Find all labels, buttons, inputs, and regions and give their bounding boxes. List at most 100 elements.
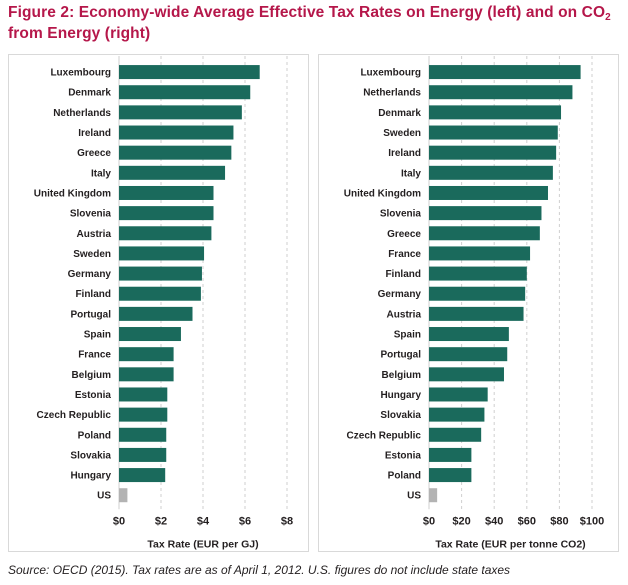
category-label: Spain [394,330,421,341]
bar-poland [119,427,167,442]
co2-tax-chart: Luxembourg Netherlands Denmark Sweden Irelan… [344,56,604,550]
bar-france [119,347,174,362]
bar-estonia [429,447,472,462]
category-label: United Kingdom [344,188,421,199]
bar-poland [429,468,472,483]
bar-finland [429,266,527,281]
bar-italy [429,165,553,180]
bar-france [429,246,531,261]
bar-luxembourg [429,65,581,80]
category-label: France [388,249,421,260]
category-label: Belgium [382,370,422,381]
energy-tax-chart-panel: Luxembourg Denmark Netherlands Ireland Greec… [8,54,309,552]
bar-denmark [119,85,251,100]
category-label: Slovenia [380,209,422,220]
x-tick-label: $60 [518,515,536,527]
bar-netherlands [429,85,573,100]
bar-slovakia [119,447,167,462]
category-label: France [78,350,111,361]
bar-spain [119,327,181,342]
category-label: Italy [401,168,421,179]
x-tick-label: $40 [485,515,503,527]
bar-czech-republic [429,427,482,442]
bar-hungary [119,468,166,483]
bar-united-kingdom [429,185,548,200]
figure-title: Figure 2: Economy-wide Average Effective… [8,3,618,43]
category-label: Finland [75,289,111,300]
category-label: Spain [84,330,111,341]
category-label: Portugal [70,309,111,320]
category-label: Luxembourg [360,68,421,79]
bar-denmark [429,105,562,120]
bar-luxembourg [119,65,260,80]
category-label: Denmark [378,108,421,119]
category-label: Belgium [72,370,112,381]
bar-germany [429,286,526,301]
bar-ireland [119,125,234,140]
category-label: Germany [68,269,112,280]
bar-italy [119,165,226,180]
x-tick-label: $4 [197,515,210,527]
energy-tax-chart: Luxembourg Denmark Netherlands Ireland Greec… [34,56,293,550]
bar-estonia [119,387,168,402]
category-label: Austria [387,309,422,320]
x-tick-label: $6 [239,515,251,527]
category-label: Italy [91,168,111,179]
bar-united-kingdom [119,185,214,200]
bar-slovakia [429,407,485,422]
bar-netherlands [119,105,242,120]
category-label: Slovenia [70,209,112,220]
x-axis-title: Tax Rate (EUR per tonne CO2) [435,538,585,550]
category-label: Hungary [70,471,111,482]
category-label: Germany [378,289,422,300]
x-tick-label: $8 [281,515,293,527]
category-label: Netherlands [363,88,421,99]
category-label: Estonia [385,450,422,461]
figure-title-line1: Figure 2: Economy-wide Average Effective… [8,4,606,21]
bar-hungary [429,387,488,402]
category-label: Luxembourg [50,68,111,79]
figure-title-line2: from Energy (right) [8,25,151,42]
bar-greece [429,226,540,241]
category-label: Poland [78,430,111,441]
bar-us [119,488,128,503]
category-label: Slovakia [380,410,421,421]
bar-belgium [429,367,504,382]
bar-us [429,488,438,503]
x-tick-label: $20 [452,515,470,527]
category-label: US [97,491,111,502]
bar-germany [119,266,202,281]
category-label: Austria [77,229,112,240]
bar-belgium [119,367,174,382]
bar-portugal [429,347,508,362]
bar-czech-republic [119,407,168,422]
category-label: Greece [77,148,111,159]
category-label: Estonia [75,390,112,401]
x-tick-label: $80 [550,515,568,527]
category-label: Sweden [383,128,421,139]
x-axis-title: Tax Rate (EUR per GJ) [147,538,258,550]
category-label: Hungary [380,390,421,401]
category-label: Sweden [73,249,111,260]
category-label: Slovakia [70,450,111,461]
category-label: Ireland [388,148,421,159]
category-label: Netherlands [53,108,111,119]
category-label: United Kingdom [34,188,111,199]
category-label: Greece [387,229,421,240]
category-label: Poland [388,471,421,482]
bar-slovenia [429,206,542,221]
bar-greece [119,145,232,160]
bar-finland [119,286,201,301]
category-label: Finland [385,269,421,280]
x-tick-label: $0 [423,515,435,527]
bar-portugal [119,306,193,321]
bar-austria [429,306,524,321]
category-label: Czech Republic [37,410,112,421]
x-tick-label: $2 [155,515,167,527]
bar-sweden [429,125,558,140]
bar-austria [119,226,212,241]
category-label: US [407,491,421,502]
bar-spain [429,327,509,342]
co2-tax-chart-panel: Luxembourg Netherlands Denmark Sweden Irelan… [318,54,619,552]
category-label: Portugal [380,350,421,361]
